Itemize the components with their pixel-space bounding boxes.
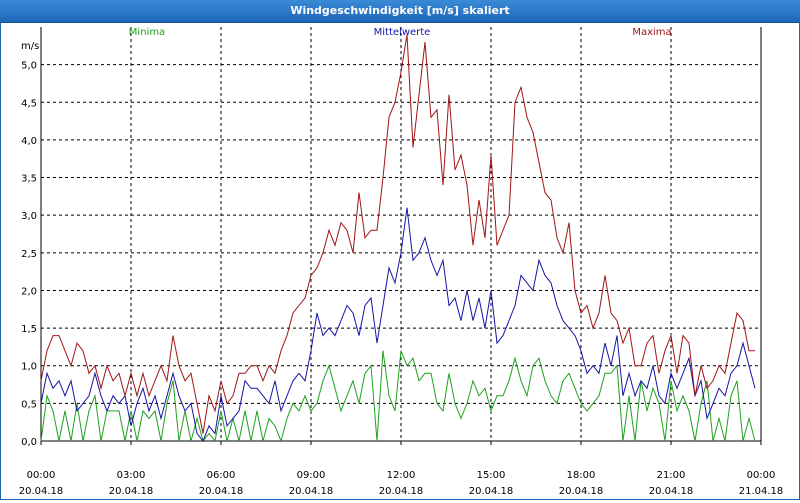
x-tick-time: 09:00 — [297, 470, 326, 481]
legend-minima: Minima — [129, 27, 165, 38]
x-tick-date: 20.04.18 — [379, 486, 424, 497]
x-tick-time: 00:00 — [747, 470, 776, 481]
wind-speed-chart: 0,0 0,5 1,0 1,5 2,0 2,5 3,0 3,5 4,0 4,5 5,0 m/s 00:0… — [19, 27, 784, 497]
y-tick-label: 4,0 — [21, 136, 37, 147]
x-tick-date: 20.04.18 — [19, 486, 64, 497]
y-tick-label: 2,5 — [21, 249, 37, 260]
x-tick-date: 20.04.18 — [289, 486, 334, 497]
legend-mittelwerte: Mittelwerte — [374, 27, 431, 38]
y-tick-label: 0,5 — [21, 399, 37, 410]
x-tick-date: 21.04.18 — [739, 486, 784, 497]
y-tick-label: 3,0 — [21, 211, 37, 222]
y-tick-label: 4,5 — [21, 98, 37, 109]
x-tick-time: 12:00 — [387, 470, 416, 481]
y-tick-label: 0,0 — [21, 437, 37, 448]
x-tick-time: 15:00 — [477, 470, 506, 481]
series-line-maxima — [40, 34, 755, 434]
x-tick-date: 20.04.18 — [109, 486, 154, 497]
y-tick-label: 2,0 — [21, 286, 37, 297]
x-tick-date: 20.04.18 — [469, 486, 514, 497]
y-axis-label: m/s — [21, 41, 39, 52]
x-tick-time: 06:00 — [207, 470, 236, 481]
x-tick-date: 20.04.18 — [649, 486, 694, 497]
x-tick-date: 20.04.18 — [199, 486, 244, 497]
chart-panel: 0,0 0,5 1,0 1,5 2,0 2,5 3,0 3,5 4,0 4,5 5,0 m/s 00:0… — [0, 23, 800, 500]
y-tick-label: 3,5 — [21, 174, 37, 185]
y-tick-label: 5,0 — [21, 61, 37, 72]
title-bar: Windgeschwindigkeit [m/s] skaliert — [0, 0, 800, 23]
window-title: Windgeschwindigkeit [m/s] skaliert — [290, 4, 510, 17]
x-tick-time: 03:00 — [117, 470, 146, 481]
legend-maxima: Maxima — [632, 27, 671, 38]
y-tick-label: 1,0 — [21, 362, 37, 373]
series-line-minima — [40, 350, 756, 443]
x-tick-time: 18:00 — [567, 470, 596, 481]
x-tick-time: 21:00 — [657, 470, 686, 481]
x-tick-time: 00:00 — [27, 470, 56, 481]
x-tick-date: 20.04.18 — [559, 486, 604, 497]
series-line-mittelwerte — [40, 207, 756, 442]
y-tick-label: 1,5 — [21, 324, 37, 335]
